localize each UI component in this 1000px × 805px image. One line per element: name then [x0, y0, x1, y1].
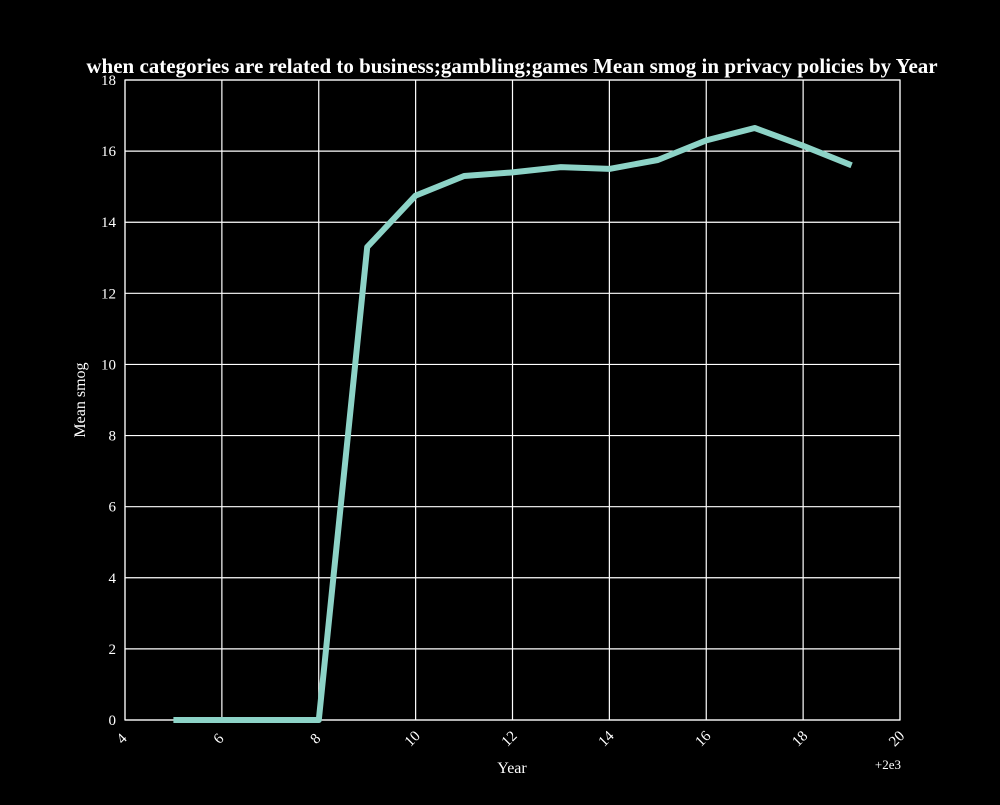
data-point: [851, 165, 852, 166]
data-point: [270, 720, 271, 721]
series-line: [173, 125, 853, 723]
data-point: [560, 167, 561, 168]
y-tick-label: 8: [109, 429, 117, 445]
data-point: [173, 720, 174, 721]
data-point: [754, 128, 755, 129]
y-tick-label: 18: [101, 73, 116, 89]
y-tick-label: 6: [109, 500, 117, 516]
data-point: [609, 168, 610, 169]
chart-title: when categories are related to business;…: [86, 54, 937, 78]
y-tick-label: 10: [101, 357, 116, 373]
data-point: [803, 145, 804, 146]
plot-area-frame: [124, 79, 901, 721]
y-tick-label: 12: [101, 286, 116, 302]
y-tick-label: 0: [109, 713, 117, 729]
data-point: [657, 160, 658, 161]
series-layer: [173, 125, 853, 723]
data-point: [706, 140, 707, 141]
grid: [124, 79, 901, 721]
y-tick-label: 14: [101, 215, 117, 231]
data-point: [367, 247, 368, 248]
data-point: [512, 172, 513, 173]
x-axis-label: Year: [497, 760, 527, 777]
y-axis-label: Mean smog: [72, 362, 89, 437]
y-tick-label: 4: [109, 571, 117, 587]
y-tick-label: 16: [101, 144, 117, 160]
data-point: [415, 195, 416, 196]
data-point: [464, 176, 465, 177]
y-tick-label: 2: [109, 642, 117, 658]
x-axis-offset-label: +2e3: [875, 757, 901, 772]
data-point: [221, 720, 222, 721]
data-point: [318, 720, 319, 721]
